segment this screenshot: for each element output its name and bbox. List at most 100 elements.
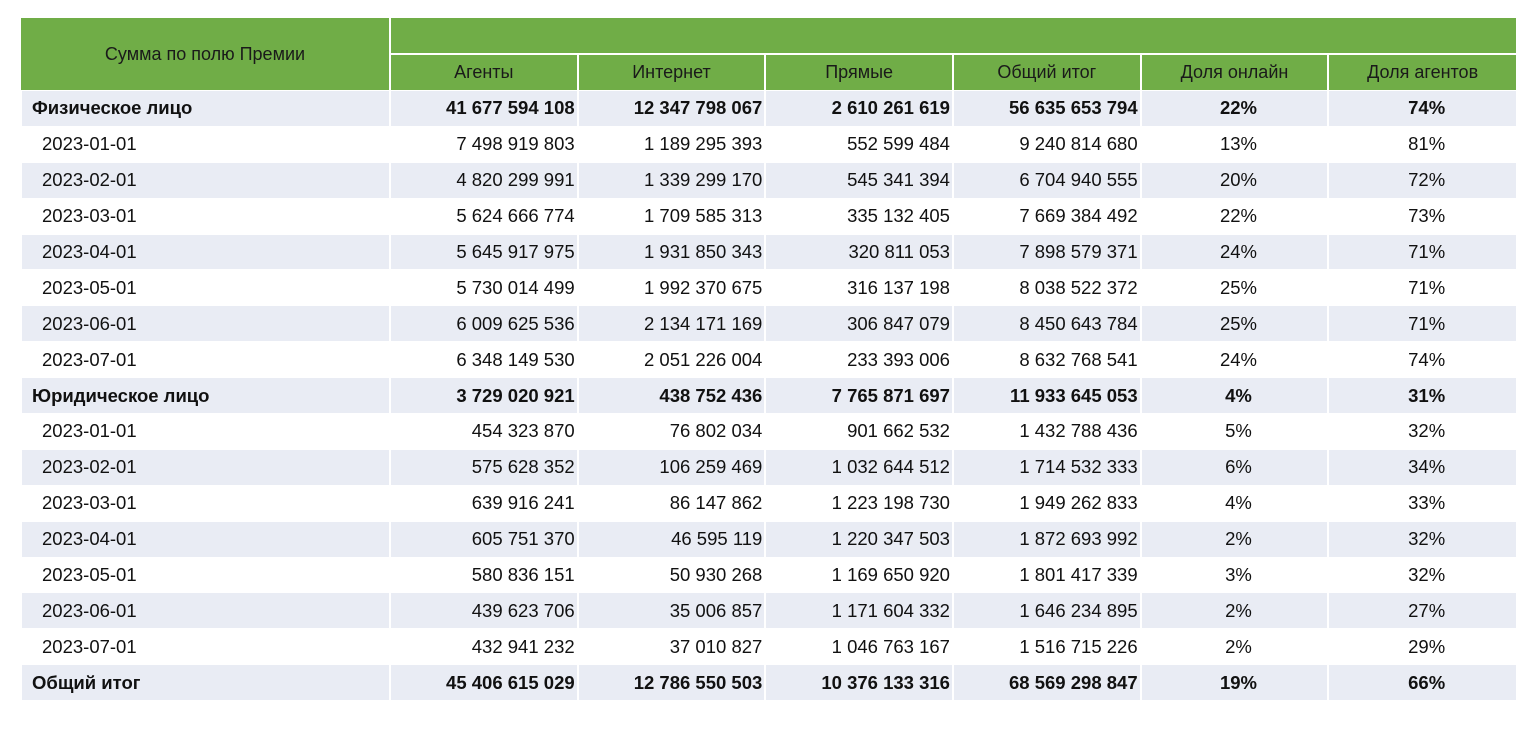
table-cell[interactable]: 50 930 268 — [576, 556, 766, 593]
row-label[interactable]: 2023-03-01 — [20, 197, 390, 235]
table-cell[interactable]: 335 132 405 — [764, 197, 953, 235]
row-label[interactable]: 2023-01-01 — [20, 125, 390, 163]
table-cell[interactable]: 33% — [1327, 484, 1516, 522]
row-label[interactable]: Физическое лицо — [20, 90, 390, 127]
table-cell[interactable]: 29% — [1327, 628, 1516, 665]
table-cell[interactable]: 438 752 436 — [576, 377, 766, 414]
table-cell[interactable]: 1 709 585 313 — [576, 197, 766, 235]
table-cell[interactable]: 306 847 079 — [764, 305, 953, 342]
table-cell[interactable]: 432 941 232 — [389, 628, 578, 665]
table-cell[interactable]: 2 134 171 169 — [576, 305, 766, 342]
table-cell[interactable]: 605 751 370 — [389, 520, 578, 558]
table-cell[interactable]: 68 569 298 847 — [951, 664, 1141, 701]
table-cell[interactable]: 32% — [1327, 520, 1516, 558]
table-cell[interactable]: 73% — [1327, 197, 1516, 235]
row-label[interactable]: 2023-05-01 — [20, 556, 390, 593]
table-cell[interactable]: 7 669 384 492 — [951, 197, 1141, 235]
table-cell[interactable]: 74% — [1327, 90, 1516, 127]
table-cell[interactable]: 34% — [1327, 448, 1516, 486]
table-cell[interactable]: 41 677 594 108 — [389, 90, 578, 127]
table-cell[interactable]: 5 645 917 975 — [389, 233, 578, 270]
table-cell[interactable]: 71% — [1327, 305, 1516, 342]
row-label[interactable]: 2023-07-01 — [20, 341, 390, 378]
table-cell[interactable]: 66% — [1327, 664, 1516, 701]
row-label[interactable]: Общий итог — [20, 664, 390, 701]
table-cell[interactable]: 32% — [1327, 556, 1516, 593]
table-cell[interactable]: 2% — [1139, 520, 1329, 558]
row-label[interactable]: 2023-07-01 — [20, 628, 390, 665]
column-header-grand-total[interactable]: Общий итог — [951, 53, 1141, 91]
table-cell[interactable]: 56 635 653 794 — [951, 90, 1141, 127]
table-cell[interactable]: 901 662 532 — [764, 413, 953, 450]
table-cell[interactable]: 71% — [1327, 269, 1516, 306]
table-cell[interactable]: 106 259 469 — [576, 448, 766, 486]
table-cell[interactable]: 1 032 644 512 — [764, 448, 953, 486]
table-cell[interactable]: 1 516 715 226 — [951, 628, 1141, 665]
table-cell[interactable]: 6 009 625 536 — [389, 305, 578, 342]
table-cell[interactable]: 8 038 522 372 — [951, 269, 1141, 306]
table-cell[interactable]: 45 406 615 029 — [389, 664, 578, 701]
table-cell[interactable]: 580 836 151 — [389, 556, 578, 593]
table-cell[interactable]: 1 949 262 833 — [951, 484, 1141, 522]
table-cell[interactable]: 1 220 347 503 — [764, 520, 953, 558]
table-cell[interactable]: 7 498 919 803 — [389, 125, 578, 163]
table-cell[interactable]: 6% — [1139, 448, 1329, 486]
table-cell[interactable]: 1 339 299 170 — [576, 161, 766, 199]
table-cell[interactable]: 74% — [1327, 341, 1516, 378]
table-cell[interactable]: 7 765 871 697 — [764, 377, 953, 414]
column-header-internet[interactable]: Интернет — [576, 53, 766, 91]
table-cell[interactable]: 575 628 352 — [389, 448, 578, 486]
table-cell[interactable]: 8 632 768 541 — [951, 341, 1141, 378]
row-label[interactable]: 2023-02-01 — [20, 161, 390, 199]
table-cell[interactable]: 1 714 532 333 — [951, 448, 1141, 486]
table-cell[interactable]: 25% — [1139, 305, 1329, 342]
table-cell[interactable]: 76 802 034 — [576, 413, 766, 450]
table-cell[interactable]: 1 046 763 167 — [764, 628, 953, 665]
table-cell[interactable]: 32% — [1327, 413, 1516, 450]
table-cell[interactable]: 454 323 870 — [389, 413, 578, 450]
table-cell[interactable]: 10 376 133 316 — [764, 664, 953, 701]
table-cell[interactable]: 71% — [1327, 233, 1516, 270]
table-cell[interactable]: 1 646 234 895 — [951, 592, 1141, 629]
table-cell[interactable]: 72% — [1327, 161, 1516, 199]
table-cell[interactable]: 11 933 645 053 — [951, 377, 1141, 414]
table-cell[interactable]: 4% — [1139, 377, 1329, 414]
table-cell[interactable]: 37 010 827 — [576, 628, 766, 665]
table-cell[interactable]: 4% — [1139, 484, 1329, 522]
row-label[interactable]: 2023-05-01 — [20, 269, 390, 306]
table-cell[interactable]: 27% — [1327, 592, 1516, 629]
row-label[interactable]: 2023-03-01 — [20, 484, 390, 522]
table-cell[interactable]: 5% — [1139, 413, 1329, 450]
table-cell[interactable]: 6 704 940 555 — [951, 161, 1141, 199]
table-cell[interactable]: 20% — [1139, 161, 1329, 199]
table-cell[interactable]: 86 147 862 — [576, 484, 766, 522]
table-cell[interactable]: 1 189 295 393 — [576, 125, 766, 163]
table-cell[interactable]: 12 786 550 503 — [576, 664, 766, 701]
table-cell[interactable]: 1 169 650 920 — [764, 556, 953, 593]
table-cell[interactable]: 46 595 119 — [576, 520, 766, 558]
table-cell[interactable]: 2 610 261 619 — [764, 90, 953, 127]
table-cell[interactable]: 5 730 014 499 — [389, 269, 578, 306]
table-cell[interactable]: 639 916 241 — [389, 484, 578, 522]
table-cell[interactable]: 8 450 643 784 — [951, 305, 1141, 342]
column-header-online-share[interactable]: Доля онлайн — [1139, 53, 1329, 91]
table-cell[interactable]: 316 137 198 — [764, 269, 953, 306]
table-cell[interactable]: 3% — [1139, 556, 1329, 593]
table-cell[interactable]: 1 931 850 343 — [576, 233, 766, 270]
table-cell[interactable]: 13% — [1139, 125, 1329, 163]
table-cell[interactable]: 1 223 198 730 — [764, 484, 953, 522]
column-header-direct[interactable]: Прямые — [764, 53, 953, 91]
table-cell[interactable]: 24% — [1139, 233, 1329, 270]
table-cell[interactable]: 3 729 020 921 — [389, 377, 578, 414]
table-cell[interactable]: 5 624 666 774 — [389, 197, 578, 235]
table-cell[interactable]: 22% — [1139, 90, 1329, 127]
column-labels-area[interactable] — [389, 18, 1516, 54]
table-cell[interactable]: 9 240 814 680 — [951, 125, 1141, 163]
table-cell[interactable]: 2% — [1139, 628, 1329, 665]
table-cell[interactable]: 12 347 798 067 — [576, 90, 766, 127]
table-cell[interactable]: 545 341 394 — [764, 161, 953, 199]
column-header-agent-share[interactable]: Доля агентов — [1327, 53, 1516, 91]
table-cell[interactable]: 1 171 604 332 — [764, 592, 953, 629]
row-label[interactable]: 2023-01-01 — [20, 413, 390, 450]
table-cell[interactable]: 552 599 484 — [764, 125, 953, 163]
